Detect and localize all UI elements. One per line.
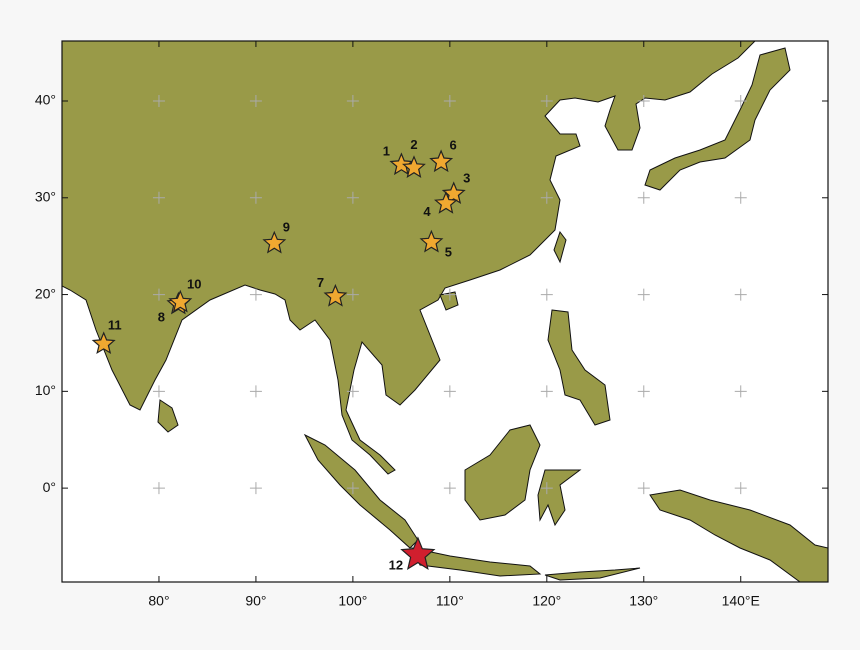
x-tick-label: 80° bbox=[148, 593, 169, 609]
site-label: 7 bbox=[317, 275, 324, 290]
grid-cross bbox=[249, 95, 262, 108]
lesser-sunda bbox=[544, 567, 641, 581]
grid-cross bbox=[637, 385, 650, 398]
x-tick-label: 130° bbox=[629, 593, 658, 609]
grid-cross bbox=[152, 288, 165, 301]
x-tick-label: 110° bbox=[436, 593, 464, 609]
y-tick-label: 30° bbox=[35, 188, 56, 204]
grid-cross bbox=[152, 191, 165, 204]
y-tick-label: 0° bbox=[43, 479, 56, 495]
y-tick-label: 40° bbox=[35, 92, 56, 108]
site-label: 3 bbox=[463, 170, 470, 185]
grid-cross bbox=[734, 482, 747, 495]
site-label: 6 bbox=[450, 137, 457, 152]
grid-cross bbox=[152, 385, 165, 398]
x-tick-label: 90° bbox=[245, 593, 266, 609]
grid-cross bbox=[540, 482, 553, 495]
grid-cross bbox=[346, 385, 359, 398]
grid-cross bbox=[443, 288, 456, 301]
grid-cross bbox=[152, 482, 165, 495]
grid-cross bbox=[637, 95, 650, 108]
grid-cross bbox=[152, 95, 165, 108]
sumatra bbox=[303, 433, 419, 549]
site-label: 2 bbox=[410, 137, 417, 152]
site-label: 1 bbox=[383, 143, 390, 158]
grid-cross bbox=[346, 191, 359, 204]
site-marker bbox=[262, 230, 287, 254]
mainland-asia bbox=[61, 40, 757, 475]
grid-cross bbox=[734, 288, 747, 301]
site-label: 11 bbox=[108, 317, 122, 332]
grid-cross bbox=[346, 482, 359, 495]
grid-cross bbox=[443, 385, 456, 398]
grid-cross bbox=[734, 95, 747, 108]
grid-cross bbox=[249, 191, 262, 204]
site-label: 9 bbox=[283, 220, 290, 235]
grid-cross bbox=[249, 385, 262, 398]
grid-cross bbox=[637, 191, 650, 204]
grid-cross bbox=[734, 385, 747, 398]
grid-cross bbox=[346, 95, 359, 108]
sulawesi bbox=[537, 469, 582, 527]
x-tick-label: 140°E bbox=[722, 593, 760, 609]
site-marker bbox=[389, 152, 414, 176]
grid-cross bbox=[346, 288, 359, 301]
land bbox=[61, 40, 829, 583]
site-marker bbox=[323, 283, 348, 307]
grid-cross bbox=[443, 95, 456, 108]
site-marker bbox=[401, 155, 426, 178]
java bbox=[411, 547, 542, 577]
taiwan bbox=[553, 230, 567, 264]
site-marker bbox=[419, 229, 444, 253]
philippines bbox=[547, 309, 611, 426]
grid-cross bbox=[637, 482, 650, 495]
site-label: 5 bbox=[445, 245, 452, 260]
grid-cross bbox=[540, 95, 553, 108]
site-label: 10 bbox=[187, 277, 201, 292]
x-tick-label: 120° bbox=[532, 593, 561, 609]
grid-cross bbox=[540, 191, 553, 204]
grid-cross bbox=[637, 288, 650, 301]
site-label: 12 bbox=[389, 557, 403, 572]
site-marker bbox=[91, 331, 116, 355]
sri-lanka bbox=[157, 399, 179, 433]
grid bbox=[152, 95, 747, 495]
site-marker bbox=[168, 289, 193, 313]
grid-cross bbox=[734, 191, 747, 204]
frame bbox=[61, 40, 829, 583]
y-tick-label: 10° bbox=[35, 382, 56, 398]
japan bbox=[644, 47, 791, 191]
x-tick-label: 100° bbox=[338, 593, 367, 609]
site-marker bbox=[433, 191, 458, 214]
site-label: 4 bbox=[423, 204, 431, 219]
grid-cross bbox=[249, 482, 262, 495]
site-label: 8 bbox=[158, 310, 165, 325]
y-tick-label: 20° bbox=[35, 285, 56, 301]
grid-cross bbox=[540, 385, 553, 398]
grid-cross bbox=[249, 288, 262, 301]
axes: 80° 90° 100° 110° 120° 130° 140°E 0° 10° 20° 30° 40… bbox=[35, 41, 828, 609]
borneo bbox=[464, 424, 541, 521]
site-marker bbox=[429, 149, 454, 173]
site-marker bbox=[400, 536, 436, 570]
grid-cross bbox=[540, 288, 553, 301]
grid-cross bbox=[443, 482, 456, 495]
